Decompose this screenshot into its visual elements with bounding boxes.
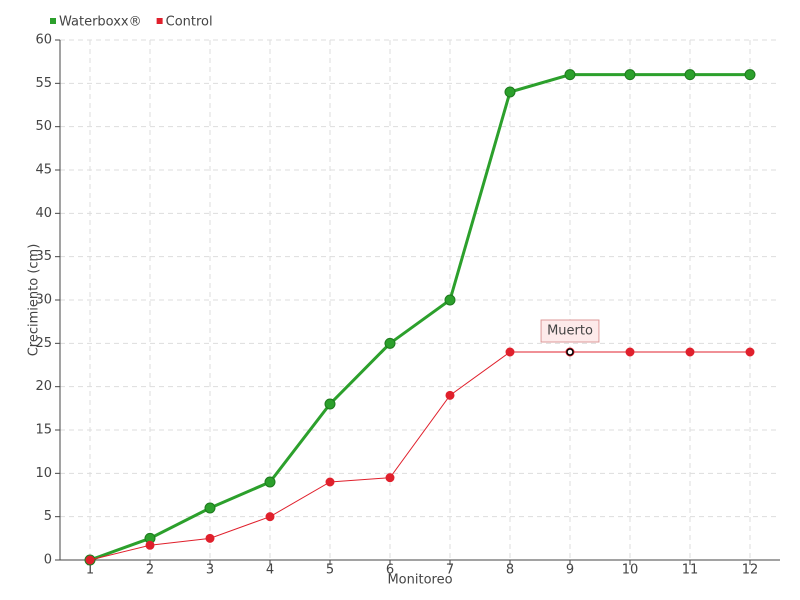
data-point [685,347,695,357]
legend-swatch [50,18,56,24]
data-point [85,555,95,565]
x-tick-label: 1 [86,563,94,578]
data-point [445,390,455,400]
y-tick-label: 45 [35,163,52,178]
y-tick-label: 35 [35,249,52,264]
x-tick-label: 12 [742,563,759,578]
y-tick-label: 40 [35,206,52,221]
x-tick-label: 9 [566,563,574,578]
y-tick-label: 0 [44,553,52,568]
y-tick-label: 15 [35,423,52,438]
annotation-marker [566,348,574,356]
data-point [684,69,696,81]
data-point [325,477,335,487]
data-point [204,502,216,514]
series-line [89,351,750,561]
x-tick-label: 8 [506,563,514,578]
data-point [205,533,215,543]
legend-label: Waterboxx® [59,15,142,30]
data-point [145,540,155,550]
data-point [264,476,276,488]
legend-label: Control [166,15,213,30]
y-tick-label: 60 [35,33,52,48]
y-axis-label: Crecimiento (cm) [27,244,42,357]
annotation-box [540,319,600,343]
x-tick-label: 11 [682,563,699,578]
annotation-text: Muerto [547,324,593,339]
x-tick-label: 6 [386,563,394,578]
x-tick-label: 7 [446,563,454,578]
x-axis-label: Monitoreo [387,573,452,588]
y-tick-label: 55 [35,76,52,91]
data-point [564,69,576,81]
series-line [89,73,750,562]
data-point [385,473,395,483]
y-tick-label: 50 [35,119,52,134]
legend-swatch [156,18,163,24]
x-tick-label: 3 [206,563,214,578]
data-point [624,69,636,81]
y-tick-label: 10 [35,466,52,481]
data-point [505,347,515,357]
data-point [744,69,756,81]
x-tick-label: 2 [146,563,154,578]
y-tick-label: 25 [35,336,52,351]
data-point [444,294,456,306]
data-point [265,512,275,522]
data-point [745,347,755,357]
data-point [625,347,635,357]
y-tick-label: 30 [35,293,52,308]
x-tick-label: 4 [266,563,274,578]
y-tick-label: 5 [44,509,52,524]
y-tick-label: 20 [35,379,52,394]
x-tick-label: 10 [622,563,639,578]
annotation: Muerto [540,319,600,356]
data-point [324,398,336,410]
data-point [384,337,396,349]
x-tick-label: 5 [326,563,334,578]
data-point [504,86,516,98]
